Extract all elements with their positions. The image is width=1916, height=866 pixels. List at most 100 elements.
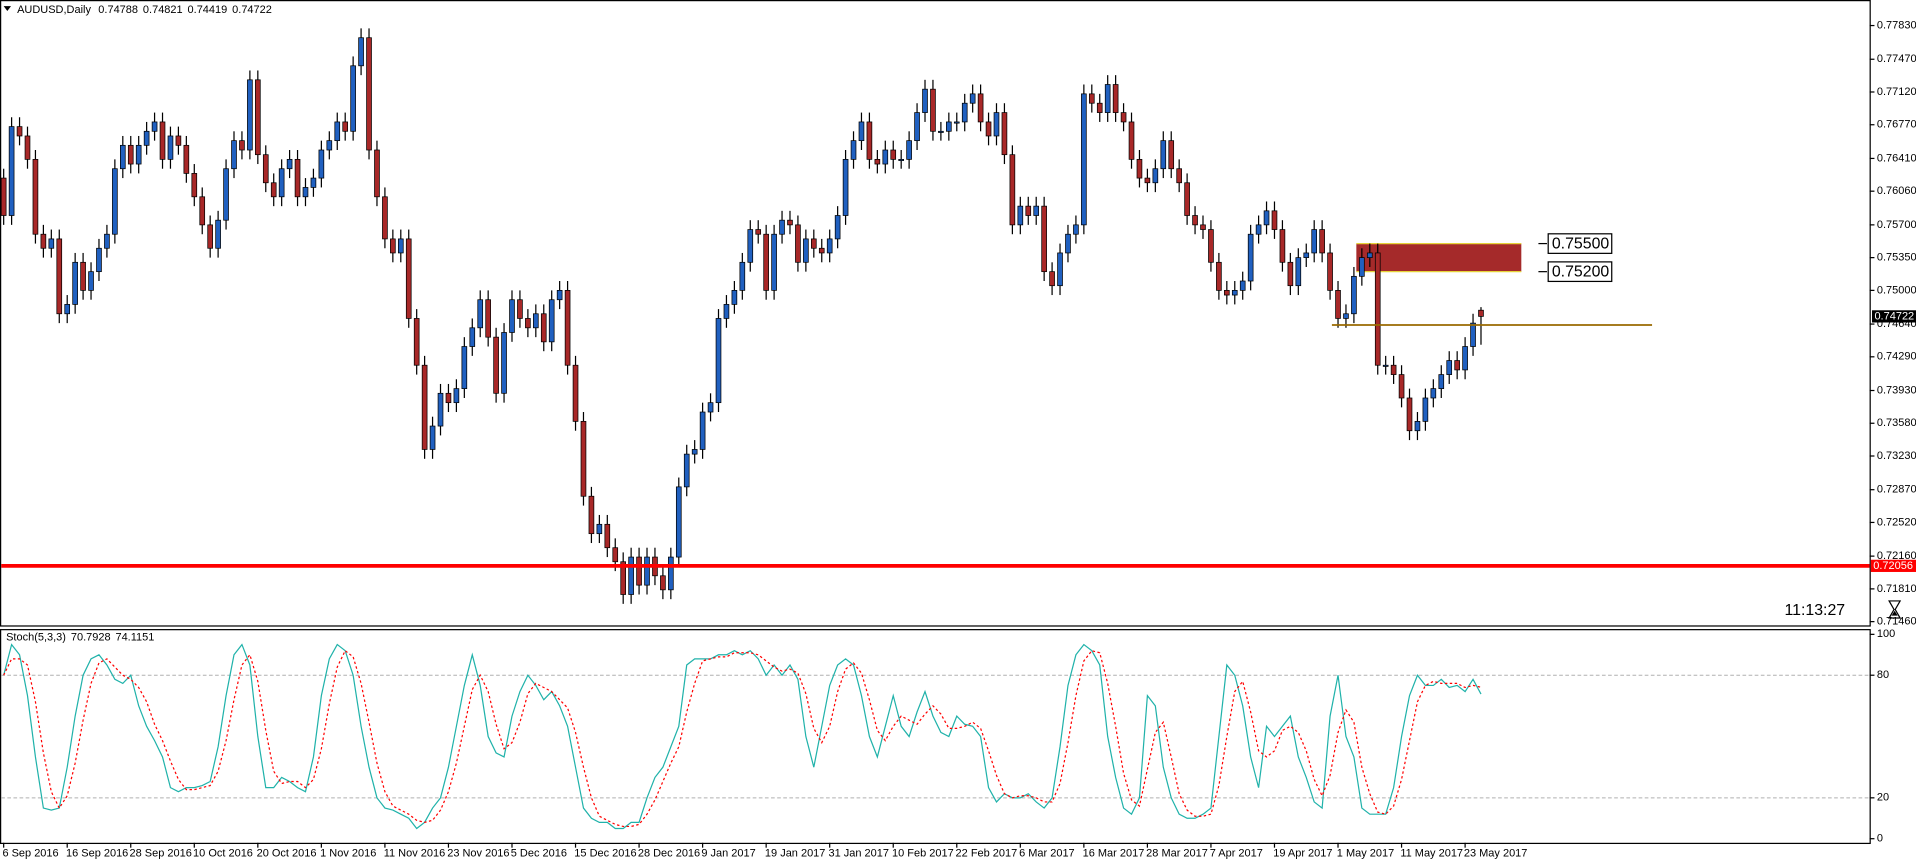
candle-body	[969, 93, 976, 104]
x-tick-label: 19 Jan 2017	[765, 848, 825, 860]
x-tick-label: 16 Sep 2016	[66, 848, 128, 860]
candle-body	[16, 126, 23, 137]
candle-body	[72, 261, 78, 305]
candle-body	[135, 144, 142, 165]
stoch-y-tick-label: 100	[1877, 628, 1895, 640]
y-tick-label: 0.74640	[1877, 318, 1916, 330]
price-tag	[1872, 310, 1916, 323]
y-tick-label: 0.72520	[1877, 516, 1916, 528]
y-tick-label: 0.77120	[1877, 86, 1916, 98]
candle-body	[1295, 257, 1302, 287]
candle-body	[175, 135, 182, 146]
candle-body	[675, 486, 682, 558]
x-tick-label: 9 Jan 2017	[701, 848, 755, 860]
candle-body	[231, 140, 237, 170]
candle-body	[1081, 93, 1087, 226]
candle-body	[1057, 252, 1063, 287]
candle-body	[350, 65, 356, 132]
candle-body	[183, 144, 190, 174]
candle-body	[1311, 229, 1318, 254]
x-tick-label: 1 May 2017	[1337, 848, 1394, 860]
candle-body	[40, 233, 47, 249]
x-tick-label: 20 Oct 2016	[257, 848, 317, 860]
candle-body	[1176, 168, 1182, 184]
candle-body	[977, 93, 984, 123]
stoch-panel	[0, 629, 1871, 845]
candle-body	[723, 304, 730, 319]
candle-body	[1208, 229, 1214, 263]
y-tick-label: 0.77470	[1877, 53, 1916, 65]
candle-body	[1231, 290, 1238, 296]
candle-body	[1303, 252, 1310, 258]
y-tick-label: 0.76770	[1877, 119, 1916, 131]
candle-body	[1112, 84, 1119, 113]
x-tick-label: 19 Apr 2017	[1273, 848, 1332, 860]
candle-body	[1247, 233, 1254, 282]
y-tick-label: 0.75700	[1877, 219, 1916, 231]
candle-body	[707, 402, 714, 413]
candle-body	[834, 215, 841, 240]
candle-body	[890, 149, 897, 160]
stoch-main-value: 70.7928	[71, 631, 111, 643]
candle-body	[469, 327, 476, 347]
level-tag-label: 0.72056	[1873, 560, 1913, 572]
stoch-y-tick-label: 80	[1877, 669, 1889, 681]
y-tick-label: 0.73230	[1877, 450, 1916, 462]
candle-body	[548, 299, 555, 343]
candle-body	[223, 168, 229, 221]
candle-body	[374, 149, 380, 198]
candle-body	[0, 177, 7, 216]
candle-body	[48, 238, 55, 249]
candle-body	[787, 219, 793, 226]
candle-body	[898, 158, 904, 161]
candle-body	[255, 79, 261, 156]
candle-body	[1279, 229, 1286, 263]
candle-body	[294, 158, 301, 198]
x-tick-label: 31 Jan 2017	[828, 848, 888, 860]
candle-body	[874, 158, 881, 165]
candle-body	[1073, 224, 1079, 235]
candle-body	[747, 229, 754, 263]
candle-body	[517, 299, 523, 319]
candle-body	[588, 495, 595, 535]
candle-body	[437, 392, 444, 427]
candle-body	[1096, 102, 1103, 113]
candle-body	[683, 453, 690, 488]
candle-body	[1136, 158, 1143, 179]
candle-body	[413, 318, 420, 366]
candle-body	[1184, 182, 1190, 216]
candle-body	[1104, 84, 1111, 113]
candle-body	[421, 364, 428, 450]
candle-body	[953, 121, 960, 124]
zone-label: 0.75200	[1552, 263, 1610, 280]
candle-body	[755, 229, 762, 235]
candle-body	[1406, 397, 1413, 432]
candle-body	[1239, 280, 1246, 291]
candle-body	[1168, 140, 1175, 170]
x-tick-label: 10 Feb 2017	[892, 848, 954, 860]
candle-body	[1454, 360, 1460, 371]
candle-body	[691, 449, 698, 455]
candle-body	[1287, 261, 1294, 287]
y-tick-label: 0.77830	[1877, 19, 1916, 31]
candle-body	[405, 238, 412, 319]
candle-body	[668, 556, 674, 591]
candle-body	[127, 144, 134, 165]
candle-body	[358, 37, 364, 67]
stoch-title: Stoch(5,3,3)	[6, 631, 66, 643]
x-tick-label: 10 Oct 2016	[193, 848, 253, 860]
x-tick-label: 23 Nov 2016	[447, 848, 509, 860]
y-tick-label: 0.73930	[1877, 384, 1916, 396]
collapse-icon[interactable]	[3, 6, 11, 11]
candle-body	[1120, 112, 1127, 123]
candle-body	[779, 219, 785, 235]
candle-body	[390, 238, 396, 254]
ohlc-open: 0.74788	[98, 4, 138, 16]
candle-body	[826, 238, 833, 254]
candle-body	[922, 88, 928, 113]
candle-body	[501, 332, 507, 394]
x-tick-label: 16 Mar 2017	[1083, 848, 1145, 860]
x-tick-label: 23 May 2017	[1464, 848, 1528, 860]
